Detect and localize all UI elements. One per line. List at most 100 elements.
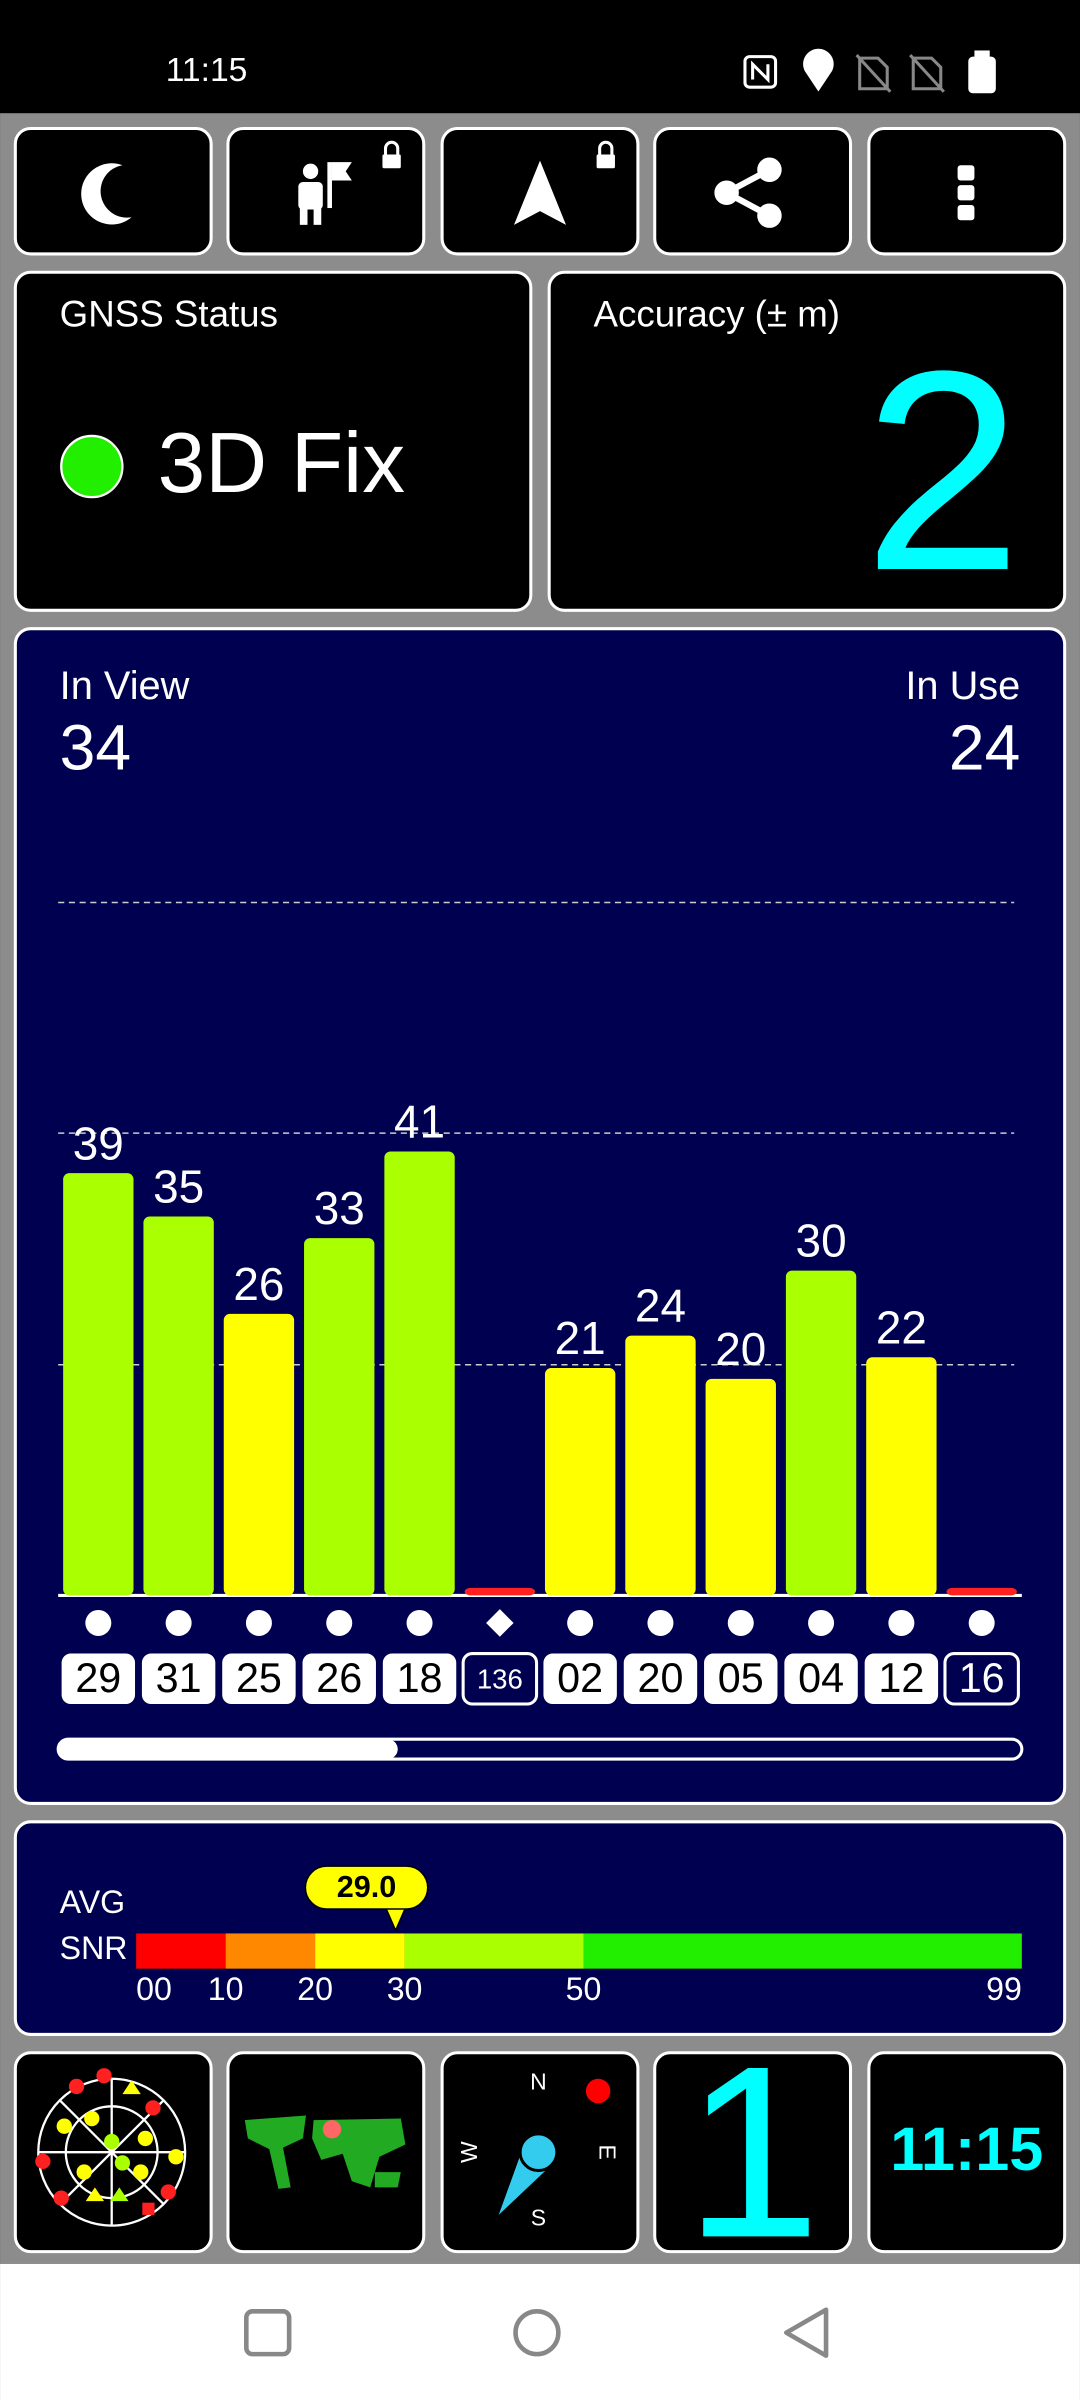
value-label: 35 bbox=[153, 1161, 204, 1213]
home-button[interactable] bbox=[513, 2308, 561, 2357]
bar bbox=[946, 1587, 1017, 1596]
snr-segment bbox=[225, 1933, 316, 1969]
fix-indicator bbox=[60, 434, 124, 499]
map-icon bbox=[244, 2115, 406, 2189]
satellite-id: 136 bbox=[477, 1663, 523, 1694]
status-bar bbox=[0, 0, 1080, 114]
avg-badge bbox=[304, 1865, 429, 1910]
snr-tick-label: 10 bbox=[208, 1971, 244, 2007]
value-label: 20 bbox=[715, 1323, 766, 1375]
bar bbox=[63, 1173, 134, 1596]
satellite-id: 31 bbox=[156, 1655, 202, 1701]
satellite-id: 12 bbox=[878, 1655, 924, 1701]
in-use-value: 24 bbox=[949, 712, 1020, 784]
moon-icon bbox=[81, 163, 132, 225]
sky-count-tile[interactable] bbox=[653, 2051, 853, 2254]
bar bbox=[304, 1238, 375, 1596]
status-icons bbox=[743, 48, 996, 94]
bar bbox=[625, 1335, 696, 1596]
satellite-id-box bbox=[543, 1653, 617, 1705]
compass-hub bbox=[518, 2132, 559, 2173]
compass-w: W bbox=[456, 2141, 482, 2163]
toolbar bbox=[13, 126, 1067, 256]
satellite-id: 29 bbox=[75, 1655, 121, 1701]
satellite-id-box bbox=[141, 1653, 216, 1705]
bar bbox=[143, 1216, 214, 1596]
accuracy-value: 2 bbox=[864, 312, 1022, 630]
satellite-id: 04 bbox=[798, 1655, 844, 1701]
avg-label: AVG bbox=[60, 1884, 125, 1920]
value-label: 41 bbox=[394, 1096, 445, 1148]
satellite-id-box bbox=[704, 1653, 778, 1705]
satellite-id-box bbox=[222, 1653, 296, 1705]
signal-marker bbox=[165, 1609, 192, 1636]
value-label: 24 bbox=[635, 1280, 686, 1332]
signal-marker bbox=[647, 1609, 674, 1636]
back-button[interactable] bbox=[783, 2307, 829, 2358]
compass-e: E bbox=[595, 2145, 621, 2160]
satellite-id: 02 bbox=[557, 1655, 603, 1701]
value-label: 21 bbox=[555, 1312, 606, 1364]
satellite-id: 16 bbox=[959, 1655, 1005, 1701]
satellite-id-box bbox=[302, 1653, 376, 1705]
avg-value: 29.0 bbox=[337, 1870, 397, 1904]
signal-marker bbox=[888, 1609, 915, 1636]
recents-button[interactable] bbox=[244, 2308, 292, 2357]
satellite-id: 18 bbox=[397, 1655, 443, 1701]
signal-marker bbox=[85, 1609, 112, 1636]
in-use-label: In Use bbox=[905, 664, 1020, 708]
satellite-id-box bbox=[864, 1653, 939, 1705]
satellite-id: 26 bbox=[316, 1655, 362, 1701]
sky-count: 1 bbox=[685, 2014, 821, 2288]
satellite-id-box bbox=[461, 1652, 539, 1706]
in-view-value: 34 bbox=[60, 712, 131, 784]
snr-tick-label: 50 bbox=[566, 1971, 602, 2007]
clock: 11:15 bbox=[890, 2115, 1043, 2183]
signal-marker bbox=[968, 1609, 995, 1636]
signal-marker bbox=[326, 1609, 353, 1636]
snr-label: SNR bbox=[60, 1930, 128, 1966]
navigation-bar bbox=[0, 2263, 1080, 2400]
snr-tick-label: 00 bbox=[136, 1971, 172, 2007]
sky-view-icon bbox=[35, 2068, 187, 2227]
signal-marker bbox=[808, 1609, 835, 1636]
satellite-id: 05 bbox=[718, 1655, 764, 1701]
compass-sun bbox=[585, 2078, 611, 2104]
navigate-icon bbox=[513, 140, 615, 225]
snr-segment bbox=[136, 1933, 226, 1969]
value-label: 39 bbox=[73, 1117, 124, 1169]
compass-s: S bbox=[531, 2205, 546, 2231]
signal-marker bbox=[486, 1609, 514, 1637]
bar bbox=[384, 1151, 455, 1596]
signal-marker bbox=[727, 1609, 754, 1636]
share-icon bbox=[714, 157, 782, 228]
waypoint-button[interactable] bbox=[226, 126, 426, 256]
snr-panel bbox=[13, 1820, 1067, 2036]
gnss-status-panel bbox=[13, 270, 533, 612]
snr-segment bbox=[583, 1933, 1022, 1969]
signal-marker bbox=[406, 1609, 433, 1636]
bar bbox=[785, 1270, 857, 1596]
bar bbox=[705, 1378, 776, 1596]
satellite-id-box bbox=[623, 1653, 698, 1705]
signal-marker bbox=[567, 1609, 594, 1636]
snr-tick-label: 20 bbox=[297, 1971, 333, 2007]
value-label: 33 bbox=[314, 1182, 365, 1234]
night-mode-button[interactable] bbox=[13, 126, 213, 256]
snr-tick-label: 99 bbox=[986, 1971, 1022, 2007]
satellite-id: 25 bbox=[236, 1655, 282, 1701]
value-label: 22 bbox=[876, 1301, 927, 1353]
share-button[interactable] bbox=[653, 126, 853, 256]
menu-icon bbox=[957, 165, 975, 221]
accuracy-panel bbox=[547, 270, 1067, 612]
bar bbox=[544, 1368, 616, 1596]
waypoint-icon bbox=[298, 140, 401, 225]
bottom-tiles: N E S W 1 11:15 bbox=[13, 2014, 1067, 2288]
signal-marker bbox=[245, 1609, 272, 1636]
gnss-status-value: 3D Fix bbox=[158, 415, 405, 511]
gnss-status-label: GNSS Status bbox=[60, 293, 278, 334]
clock-tile[interactable] bbox=[867, 2051, 1067, 2254]
status-time: 11:15 bbox=[166, 52, 248, 89]
scroll-thumb[interactable] bbox=[58, 1739, 398, 1760]
